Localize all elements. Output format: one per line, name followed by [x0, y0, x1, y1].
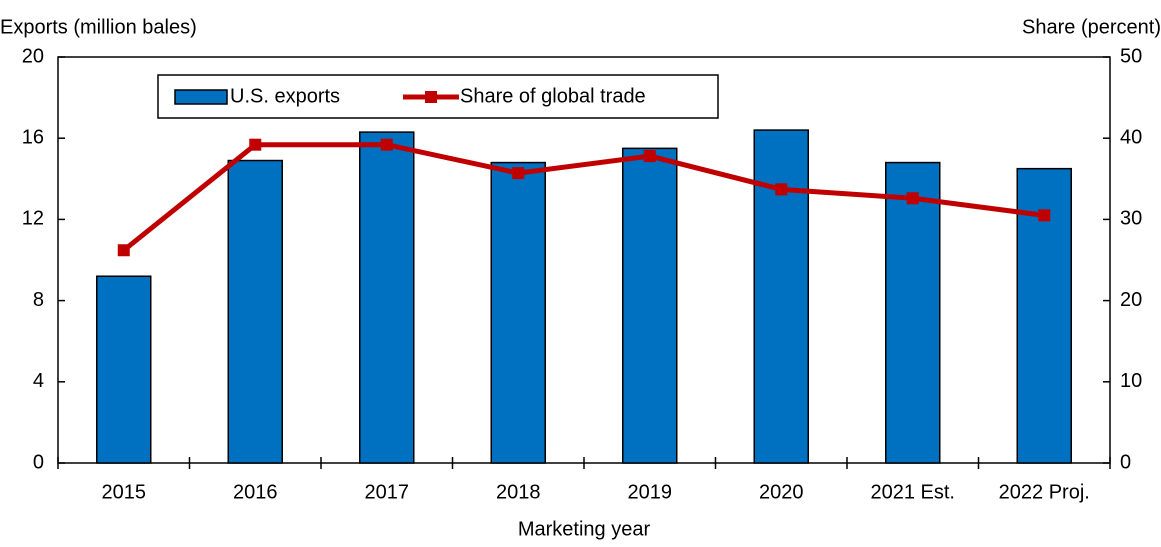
y-tick-label: 12	[22, 208, 44, 230]
line	[122, 142, 1045, 253]
x-tick-label: 2019	[628, 481, 673, 503]
bar	[885, 161, 941, 464]
x-tick-label: 2015	[102, 481, 147, 503]
y2-tick-label: 0	[1120, 451, 1131, 473]
marker	[117, 244, 130, 257]
y2-tick-label: 40	[1120, 126, 1142, 148]
y-tick-label: 0	[33, 451, 44, 473]
marker	[906, 192, 919, 205]
marker	[380, 138, 393, 151]
x-tick-label: 2017	[365, 481, 410, 503]
legend-label: U.S. exports	[230, 85, 340, 107]
y-axis-title: Exports (million bales)	[0, 16, 197, 38]
marker	[1038, 209, 1051, 222]
bar	[96, 275, 152, 464]
y2-tick-label: 30	[1120, 208, 1142, 230]
marker	[643, 150, 656, 163]
legend-marker	[425, 91, 437, 103]
bar	[490, 161, 546, 464]
marker	[512, 167, 525, 180]
bar	[622, 147, 678, 464]
legend-swatch	[174, 89, 228, 105]
marker	[249, 138, 262, 151]
bar	[227, 159, 283, 464]
y-tick-label: 8	[33, 289, 44, 311]
bar	[359, 131, 415, 464]
x-axis-title: Marketing year	[518, 518, 651, 540]
y2-tick-label: 50	[1120, 45, 1142, 67]
y2-tick-label: 10	[1120, 370, 1142, 392]
legend-label: Share of global trade	[460, 85, 646, 107]
y2-tick-label: 20	[1120, 289, 1142, 311]
x-tick-label: 2018	[496, 481, 541, 503]
y-tick-label: 20	[22, 45, 44, 67]
bar	[753, 129, 809, 464]
x-tick-label: 2021 Est.	[870, 481, 955, 503]
y-tick-label: 4	[33, 370, 44, 392]
x-tick-label: 2020	[759, 481, 804, 503]
y-tick-label: 16	[22, 126, 44, 148]
x-tick-label: 2022 Proj.	[999, 481, 1090, 503]
y2-axis-title: Share (percent)	[1022, 16, 1161, 38]
marker	[775, 183, 788, 196]
x-tick-label: 2016	[233, 481, 278, 503]
